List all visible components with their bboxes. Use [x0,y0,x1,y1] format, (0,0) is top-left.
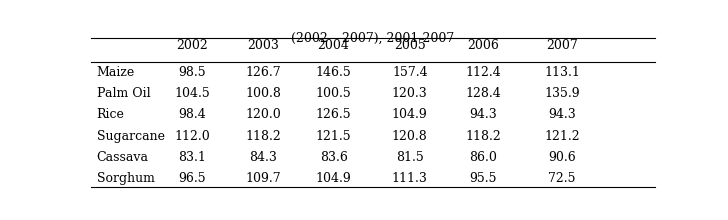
Text: 104.9: 104.9 [392,108,427,121]
Text: 2002: 2002 [177,39,208,52]
Text: 94.3: 94.3 [548,108,576,121]
Text: 121.2: 121.2 [545,130,580,143]
Text: 112.0: 112.0 [175,130,210,143]
Text: 2005: 2005 [394,39,426,52]
Text: 98.5: 98.5 [179,66,206,79]
Text: 72.5: 72.5 [548,172,576,185]
Text: 109.7: 109.7 [245,172,281,185]
Text: 95.5: 95.5 [470,172,497,185]
Text: 121.5: 121.5 [316,130,352,143]
Text: 83.6: 83.6 [320,151,347,164]
Text: 120.3: 120.3 [392,87,427,100]
Text: 100.5: 100.5 [316,87,352,100]
Text: 118.2: 118.2 [465,130,501,143]
Text: 2003: 2003 [247,39,279,52]
Text: 2004: 2004 [317,39,349,52]
Text: Sorghum: Sorghum [97,172,154,185]
Text: 83.1: 83.1 [178,151,207,164]
Text: 2007: 2007 [546,39,578,52]
Text: Maize: Maize [97,66,135,79]
Text: 100.8: 100.8 [245,87,281,100]
Text: Palm Oil: Palm Oil [97,87,150,100]
Text: Rice: Rice [97,108,124,121]
Text: 81.5: 81.5 [396,151,424,164]
Text: 118.2: 118.2 [245,130,281,143]
Text: 84.3: 84.3 [249,151,277,164]
Text: 113.1: 113.1 [544,66,580,79]
Text: 94.3: 94.3 [470,108,497,121]
Text: (2002 – 2007), 2001-2007: (2002 – 2007), 2001-2007 [291,31,455,44]
Text: 120.0: 120.0 [245,108,281,121]
Text: 146.5: 146.5 [316,66,352,79]
Text: 90.6: 90.6 [548,151,576,164]
Text: 112.4: 112.4 [465,66,501,79]
Text: 126.7: 126.7 [245,66,281,79]
Text: 86.0: 86.0 [469,151,497,164]
Text: 2006: 2006 [467,39,499,52]
Text: Sugarcane: Sugarcane [97,130,165,143]
Text: Cassava: Cassava [97,151,149,164]
Text: 157.4: 157.4 [392,66,427,79]
Text: 96.5: 96.5 [179,172,206,185]
Text: 126.5: 126.5 [316,108,352,121]
Text: 135.9: 135.9 [545,87,580,100]
Text: 111.3: 111.3 [392,172,428,185]
Text: 104.9: 104.9 [316,172,352,185]
Text: 98.4: 98.4 [178,108,207,121]
Text: 120.8: 120.8 [392,130,427,143]
Text: 128.4: 128.4 [465,87,501,100]
Text: 104.5: 104.5 [175,87,210,100]
